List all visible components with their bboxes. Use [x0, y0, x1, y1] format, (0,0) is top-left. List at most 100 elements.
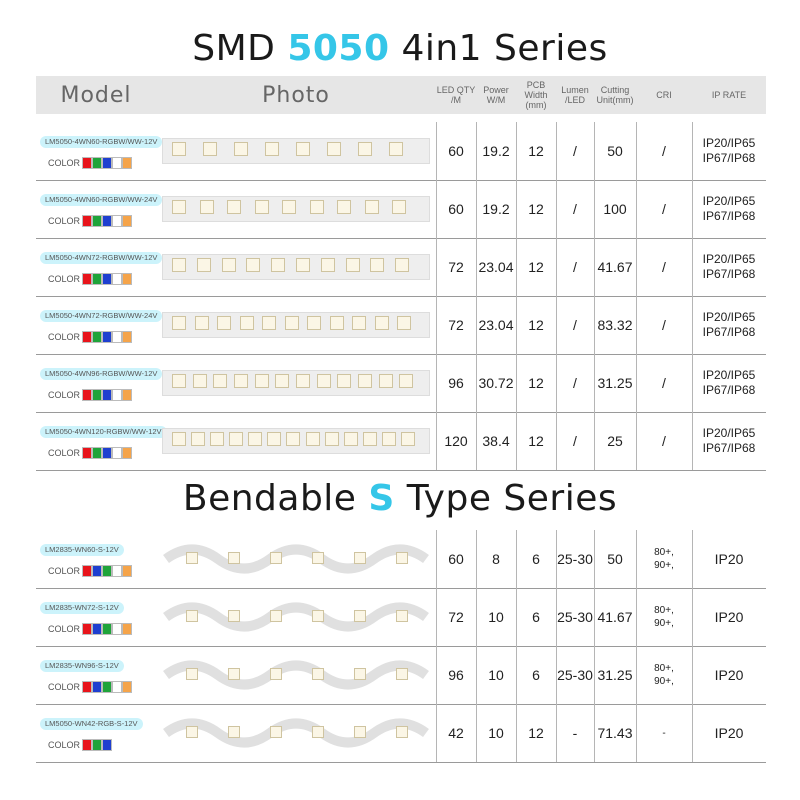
led-chip [337, 200, 352, 214]
column-divider [556, 588, 557, 646]
led-chip [312, 668, 324, 680]
cell-power: 23.04 [478, 317, 514, 333]
column-divider [636, 412, 637, 470]
model-label: LM5050-4WN60-RGBW/WW-24V [40, 194, 163, 206]
cri-line: 80+, [654, 605, 674, 616]
color-swatch [112, 273, 122, 285]
led-chip [239, 316, 254, 330]
cell-lumen: / [573, 317, 577, 333]
model-label: LM5050-WN42-RGB-S-12V [40, 718, 143, 730]
column-divider [692, 412, 693, 470]
color-label: COLOR [48, 624, 81, 634]
column-divider [516, 296, 517, 354]
column-divider [594, 530, 595, 588]
led-chip [307, 316, 322, 330]
led-chip [345, 258, 360, 272]
cri-line: 90+, [654, 676, 674, 687]
smd-table-row: LM5050-4WN72-RGBW/WW-12V COLOR 72 23.04 12 / 4… [36, 238, 766, 297]
cell-led: 72 [448, 259, 464, 275]
column-divider [594, 412, 595, 470]
column-divider [594, 646, 595, 704]
color-swatch [122, 273, 132, 285]
column-divider [516, 646, 517, 704]
cell-cri: 80+, 90+, [636, 646, 692, 704]
cell-led: 60 [448, 551, 464, 567]
led-chip [389, 142, 403, 156]
color-swatch [92, 623, 102, 635]
column-divider [692, 530, 693, 588]
column-divider [636, 238, 637, 296]
led-chip [210, 432, 225, 446]
cell-power: 8 [492, 551, 500, 567]
smd-table-row: LM5050-4WN120-RGBW/WW-12V COLOR 120 38.4 12 /… [36, 412, 766, 471]
column-divider [594, 296, 595, 354]
cell-cut: 50 [607, 143, 623, 159]
color-swatch [102, 215, 112, 227]
color-swatch [82, 681, 92, 693]
color-swatch [92, 681, 102, 693]
header-power: Power W/M [483, 85, 509, 105]
column-divider [594, 122, 595, 180]
cell-power: 30.72 [478, 375, 514, 391]
column-divider [516, 238, 517, 296]
cell-ip-rate: IP20/IP65 IP67/IP68 [692, 180, 766, 238]
led-strip-photo [162, 130, 430, 172]
cell-pcb: 12 [528, 143, 544, 159]
cell-cri: - [636, 704, 692, 762]
led-chip [262, 316, 277, 330]
smd-series-title: SMD 5050 4in1 Series [192, 28, 608, 69]
bendable-series-title: Bendable S Type Series [182, 478, 618, 519]
model-label: LM2835-WN96-S-12V [40, 660, 124, 672]
column-divider [436, 296, 437, 354]
cell-cut: 31.25 [597, 667, 633, 683]
column-divider [692, 588, 693, 646]
led-chip [399, 374, 414, 388]
cell-led: 120 [444, 433, 468, 449]
column-divider [436, 646, 437, 704]
ip-rate-line: IP20/IP65 [702, 136, 756, 150]
led-chip [296, 258, 310, 272]
column-divider [692, 704, 693, 762]
column-divider [636, 704, 637, 762]
cri-line: 90+, [654, 618, 674, 629]
cell-cut: 100 [603, 201, 627, 217]
cell-ip-rate: IP20 [714, 667, 744, 683]
color-swatches [82, 622, 132, 635]
column-divider [556, 530, 557, 588]
column-divider [556, 238, 557, 296]
color-label: COLOR [48, 216, 81, 226]
cri-line: 80+, [654, 547, 674, 558]
column-divider [476, 238, 477, 296]
led-chip [221, 258, 236, 272]
led-chip [400, 432, 415, 446]
cell-pcb: 12 [528, 375, 544, 391]
led-chip [246, 258, 261, 272]
led-chip [186, 726, 198, 738]
cell-led: 42 [448, 725, 464, 741]
color-swatches [82, 156, 132, 169]
header-model: Model [60, 82, 132, 108]
color-swatch [82, 215, 92, 227]
ip-rate-line: IP67/IP68 [702, 441, 756, 455]
led-chip [354, 552, 366, 564]
led-chip [354, 668, 366, 680]
led-chip [234, 142, 248, 156]
cell-lumen: 25-30 [557, 609, 593, 625]
led-chip [186, 668, 198, 680]
cell-cri: / [662, 317, 666, 333]
cell-cut: 25 [607, 433, 623, 449]
column-divider [556, 412, 557, 470]
led-chip [329, 316, 344, 330]
color-swatch [82, 331, 92, 343]
ip-rate-line: IP20/IP65 [702, 368, 756, 382]
color-swatch [112, 389, 122, 401]
cell-cut: 31.25 [597, 375, 633, 391]
led-chip [364, 200, 379, 214]
cell-ip-rate: IP20 [714, 725, 744, 741]
model-label: LM5050-4WN72-RGBW/WW-24V [40, 310, 163, 322]
cell-pcb: 12 [528, 259, 544, 275]
s-shape-strip [163, 718, 429, 748]
model-label: LM2835-WN72-S-12V [40, 602, 124, 614]
bend-table-row: LM2835-WN96-S-12V COLOR 96 10 6 25-30 31.25 80+… [36, 646, 766, 705]
color-swatches [82, 680, 132, 693]
